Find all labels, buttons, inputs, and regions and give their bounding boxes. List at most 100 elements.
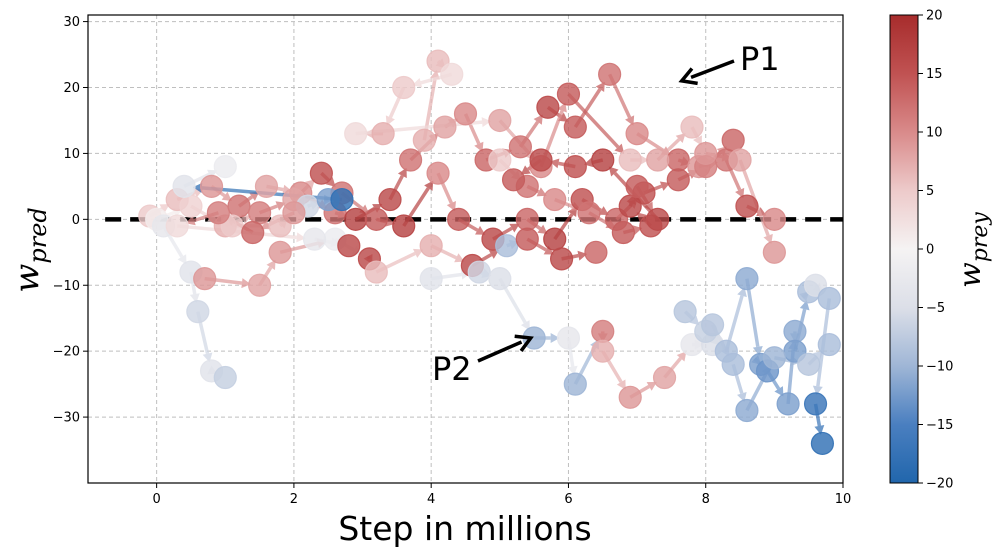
data-point: [543, 187, 567, 212]
data-point: [419, 234, 443, 258]
trajectory-arrow-head: [614, 143, 625, 154]
data-point: [247, 201, 272, 225]
trajectory-arrow-head: [412, 248, 424, 258]
data-point: [646, 148, 670, 172]
data-point: [618, 194, 642, 218]
data-point: [817, 286, 841, 311]
trajectory-arrow-head: [595, 81, 605, 92]
data-point: [392, 75, 416, 100]
data-point: [549, 247, 574, 271]
data-point: [543, 227, 567, 251]
data-point: [810, 431, 835, 456]
y-tick-label: 10: [63, 147, 80, 162]
data-point: [488, 108, 512, 133]
x-tick-label: 2: [290, 492, 298, 507]
data-point: [392, 214, 416, 238]
trajectory-arrow-shaft: [567, 92, 620, 149]
data-point: [213, 155, 237, 179]
colorbar-tick-label: −10: [926, 360, 953, 375]
data-point: [673, 300, 697, 324]
trajectory-arrow-head: [325, 177, 336, 187]
colorbar-tick-label: −15: [926, 418, 953, 433]
trajectory-arrow-head: [812, 350, 823, 361]
data-point: [797, 352, 821, 376]
data-point: [440, 62, 464, 86]
colorbar-tick-label: 5: [926, 184, 934, 199]
data-point: [735, 267, 759, 291]
data-point: [344, 122, 368, 146]
data-point: [556, 82, 581, 106]
data-point: [515, 227, 539, 251]
data-point: [398, 148, 423, 172]
annotation-label-p1: P1: [740, 40, 780, 78]
trajectory-arrow-head: [689, 315, 700, 326]
colorbar-tick-label: 15: [926, 67, 943, 82]
trajectory-arrow-head: [474, 141, 484, 152]
data-point: [618, 148, 642, 172]
data-point: [206, 201, 231, 225]
data-point: [625, 122, 649, 146]
trajectory-arrow-head: [550, 332, 560, 343]
y-tick-label: 20: [63, 81, 80, 96]
colorbar-label: wprey: [953, 212, 993, 288]
trajectory-arrow-head: [608, 166, 619, 177]
trajectory-arrow-head: [446, 201, 456, 212]
trajectory-arrow-head: [192, 182, 203, 193]
data-point: [412, 128, 436, 152]
data-point: [193, 267, 217, 291]
data-point: [241, 220, 265, 245]
data-point: [618, 385, 642, 409]
trajectory-arrow-head: [424, 180, 434, 191]
data-point: [591, 319, 615, 343]
data-point: [584, 240, 608, 264]
trajectory-arrow-head: [241, 278, 251, 289]
trajectory-arrow-head: [488, 250, 500, 259]
data-point: [179, 194, 203, 218]
data-point: [268, 240, 292, 264]
trajectory-arrow-head: [543, 245, 554, 255]
trajectory-arrow-head: [266, 259, 276, 271]
trajectory-arrow-head: [509, 223, 520, 233]
data-point: [378, 187, 402, 212]
colorbar: [889, 14, 919, 484]
trajectory-arrow-head: [598, 206, 609, 215]
trajectory-arrow-head: [537, 224, 548, 234]
trajectory-arrow-head: [646, 381, 657, 391]
trajectory-arrow-head: [625, 115, 635, 126]
trajectory-arrow-head: [533, 114, 543, 125]
data-point: [344, 207, 368, 231]
annotations: P1 P2: [432, 40, 780, 388]
trajectory-arrow-head: [752, 345, 763, 356]
data-point: [227, 194, 251, 218]
data-point: [488, 267, 512, 291]
y-axis-label: wpred: [7, 207, 52, 293]
trajectory-arrow-head: [616, 379, 626, 390]
trajectory-arrow-head: [676, 351, 687, 362]
trajectory-arrow-head: [305, 179, 316, 190]
data-point: [282, 201, 306, 225]
data-point: [515, 207, 539, 231]
trajectory-arrow-head: [385, 115, 395, 126]
y-axis-ticks: −30 −20 −10 0 10 20 30: [53, 15, 88, 426]
annotation-arrow-head: [514, 334, 534, 352]
trajectory-arrow-head: [296, 232, 306, 243]
data-point: [694, 141, 718, 166]
data-point: [591, 148, 615, 172]
data-point: [330, 187, 354, 212]
trajectory-arrow-head: [207, 169, 218, 179]
data-point: [563, 155, 587, 179]
data-point: [721, 128, 745, 152]
data-point: [337, 234, 361, 258]
x-axis-label: Step in millions: [338, 509, 591, 548]
data-point: [488, 148, 512, 172]
trajectory-arrow-head: [693, 135, 702, 146]
data-point: [447, 207, 471, 231]
data-point: [803, 392, 828, 416]
data-point: [453, 102, 478, 126]
data-point: [247, 273, 272, 297]
trajectory-arrow-head: [177, 254, 187, 265]
data-point: [776, 392, 800, 416]
data-point: [254, 174, 279, 198]
data-point: [508, 135, 533, 159]
